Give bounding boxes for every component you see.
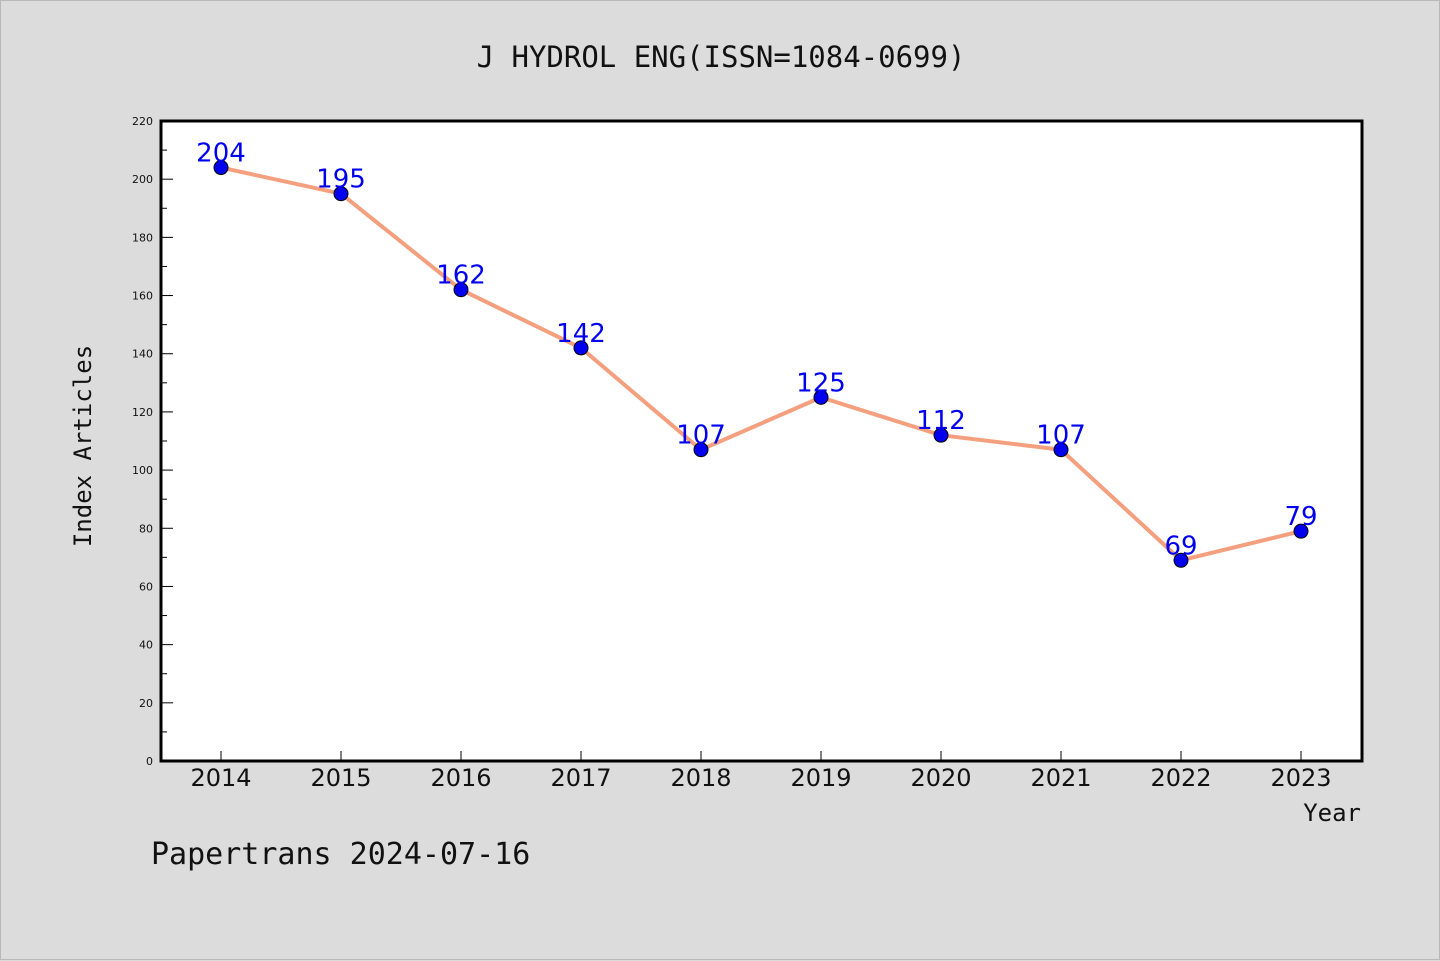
data-point-label: 79 <box>1284 502 1317 532</box>
data-label-layer: 204 195 162 142 107 125 112 107 69 79 <box>196 139 1317 562</box>
data-point-label: 69 <box>1164 531 1197 561</box>
y-axis-label: Index Articles <box>69 345 97 547</box>
data-point-marker <box>1293 523 1309 539</box>
y-tick-label: 20 <box>139 697 153 710</box>
data-point-label: 107 <box>1036 421 1086 451</box>
plot-area <box>161 121 1362 761</box>
x-tick-label: 2016 <box>430 764 491 792</box>
data-point-label: 107 <box>676 421 726 451</box>
data-point-marker <box>573 340 589 356</box>
y-tick-label: 0 <box>146 755 153 768</box>
y-tick-label: 80 <box>139 522 153 535</box>
x-tick-label: 2021 <box>1030 764 1091 792</box>
data-point-marker <box>693 442 709 458</box>
x-tick-label: 2019 <box>790 764 851 792</box>
data-point-label: 204 <box>196 139 246 169</box>
y-tick-label: 220 <box>132 115 153 128</box>
series-line <box>219 165 1303 563</box>
chart-title: J HYDROL ENG(ISSN=1084-0699) <box>477 40 966 74</box>
y-tick-label: 60 <box>139 580 153 593</box>
plot-frame <box>159 119 1364 763</box>
data-point-marker <box>213 160 229 176</box>
y-tick-label: 180 <box>132 231 153 244</box>
data-point-marker <box>453 282 469 298</box>
x-tick-label: 2018 <box>670 764 731 792</box>
x-axis-ticks: 2014 2015 2016 2017 2018 2019 2020 2021 2022 2023 <box>190 751 1332 792</box>
y-tick-label: 140 <box>132 348 153 361</box>
x-tick-label: 2015 <box>310 764 371 792</box>
y-tick-label: 100 <box>132 464 153 477</box>
y-tick-label: 40 <box>139 639 153 652</box>
x-tick-label: 2023 <box>1270 764 1331 792</box>
series-layer <box>213 160 1309 568</box>
data-point-label: 195 <box>316 165 366 195</box>
x-tick-label: 2017 <box>550 764 611 792</box>
y-tick-label: 160 <box>132 290 153 303</box>
data-point-label: 125 <box>796 368 846 398</box>
data-point-label: 162 <box>436 261 486 291</box>
data-point-marker <box>1053 442 1069 458</box>
x-tick-label: 2020 <box>910 764 971 792</box>
x-axis-label: Year <box>1303 799 1361 827</box>
data-point-marker <box>1173 552 1189 568</box>
y-tick-label: 120 <box>132 406 153 419</box>
footer-source-date: Papertrans 2024-07-16 <box>151 837 530 872</box>
y-tick-label: 200 <box>132 173 153 186</box>
data-point-label: 112 <box>916 406 966 436</box>
data-point-marker <box>333 186 349 202</box>
data-point-marker <box>813 389 829 405</box>
x-tick-label: 2022 <box>1150 764 1211 792</box>
data-point-marker <box>933 427 949 443</box>
x-tick-label: 2014 <box>190 764 251 792</box>
data-point-label: 142 <box>556 319 606 349</box>
